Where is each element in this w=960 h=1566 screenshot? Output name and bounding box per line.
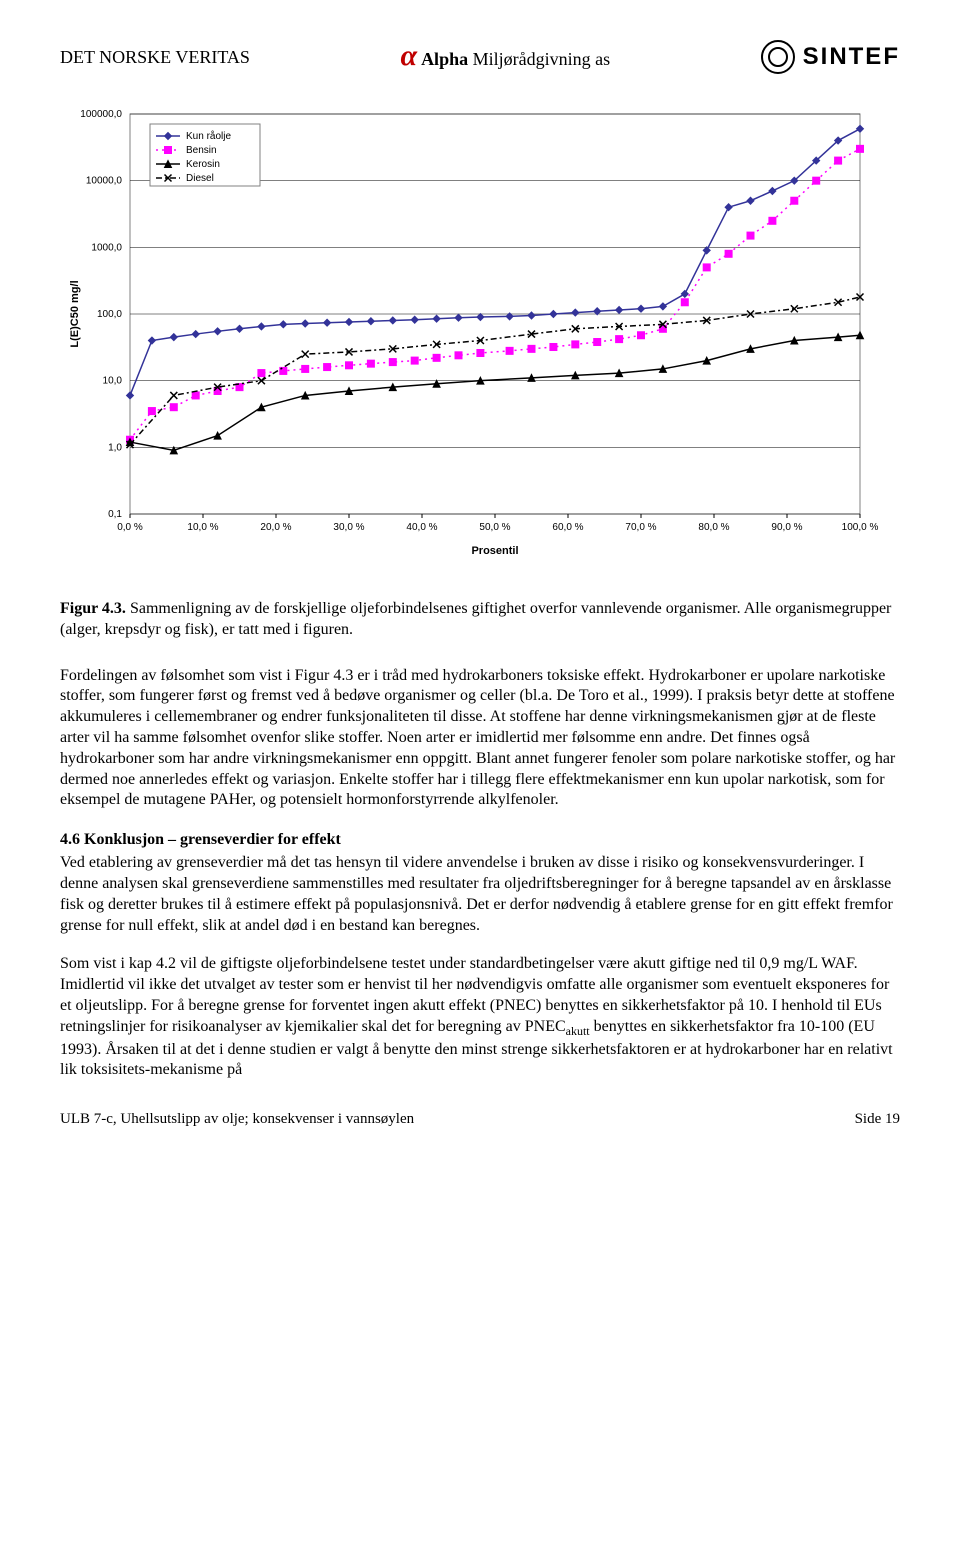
caption-text: Sammenligning av de forskjellige oljefor… (60, 600, 891, 638)
paragraph-3: Som vist i kap 4.2 vil de giftigste olje… (60, 954, 900, 1081)
svg-text:1,0: 1,0 (108, 442, 122, 453)
alpha-bold: Alpha (421, 49, 468, 69)
footer-right: Side 19 (855, 1111, 900, 1128)
sintef-icon (761, 40, 795, 74)
header-mid: α Alpha Miljørådgivning as (400, 44, 610, 70)
svg-text:10000,0: 10000,0 (86, 176, 123, 187)
svg-text:L(E)C50 mg/l: L(E)C50 mg/l (69, 280, 81, 347)
chart-figure-4-3: 0,1 1,0 10,0 100,0 1000,0 10000,0 100000,0 0,0 … (60, 104, 900, 569)
svg-text:0,0 %: 0,0 % (117, 522, 143, 533)
footer-left: ULB 7-c, Uhellsutslipp av olje; konsekve… (60, 1111, 414, 1128)
section-4-6-heading: 4.6 Konklusjon – grenseverdier for effek… (60, 831, 900, 849)
svg-text:70,0 %: 70,0 % (625, 522, 656, 533)
svg-text:100,0 %: 100,0 % (842, 522, 879, 533)
svg-text:100000,0: 100000,0 (80, 109, 122, 120)
header-right: SINTEF (761, 40, 900, 74)
header-left: DET NORSKE VERITAS (60, 47, 250, 68)
svg-text:10,0 %: 10,0 % (187, 522, 218, 533)
paragraph-2: Ved etablering av grenseverdier må det t… (60, 853, 900, 936)
alpha-glyph: α (400, 44, 417, 68)
svg-text:Diesel: Diesel (186, 173, 214, 184)
para3-subscript: akutt (566, 1024, 590, 1038)
svg-text:Kun råolje: Kun råolje (186, 130, 231, 142)
page-header: DET NORSKE VERITAS α Alpha Miljørådgivni… (60, 40, 900, 74)
svg-text:60,0 %: 60,0 % (552, 522, 583, 533)
svg-text:20,0 %: 20,0 % (260, 522, 291, 533)
svg-text:100,0: 100,0 (97, 309, 122, 320)
svg-text:50,0 %: 50,0 % (479, 522, 510, 533)
svg-text:80,0 %: 80,0 % (698, 522, 729, 533)
svg-text:30,0 %: 30,0 % (333, 522, 364, 533)
svg-text:Kerosin: Kerosin (186, 159, 220, 170)
page-footer: ULB 7-c, Uhellsutslipp av olje; konsekve… (60, 1111, 900, 1128)
paragraph-1: Fordelingen av følsomhet som vist i Figu… (60, 666, 900, 812)
svg-text:1000,0: 1000,0 (91, 242, 122, 253)
figure-caption: Figur 4.3. Sammenligning av de forskjell… (60, 599, 900, 641)
sintef-text: SINTEF (803, 43, 900, 71)
svg-text:90,0 %: 90,0 % (771, 522, 802, 533)
svg-text:Prosentil: Prosentil (471, 545, 518, 557)
svg-text:0,1: 0,1 (108, 509, 122, 520)
svg-text:40,0 %: 40,0 % (406, 522, 437, 533)
chart-svg: 0,1 1,0 10,0 100,0 1000,0 10000,0 100000,0 0,0 … (60, 104, 880, 564)
alpha-rest: Miljørådgivning as (468, 49, 610, 69)
caption-label: Figur 4.3. (60, 600, 126, 617)
svg-text:10,0: 10,0 (103, 376, 123, 387)
svg-text:Bensin: Bensin (186, 145, 217, 156)
